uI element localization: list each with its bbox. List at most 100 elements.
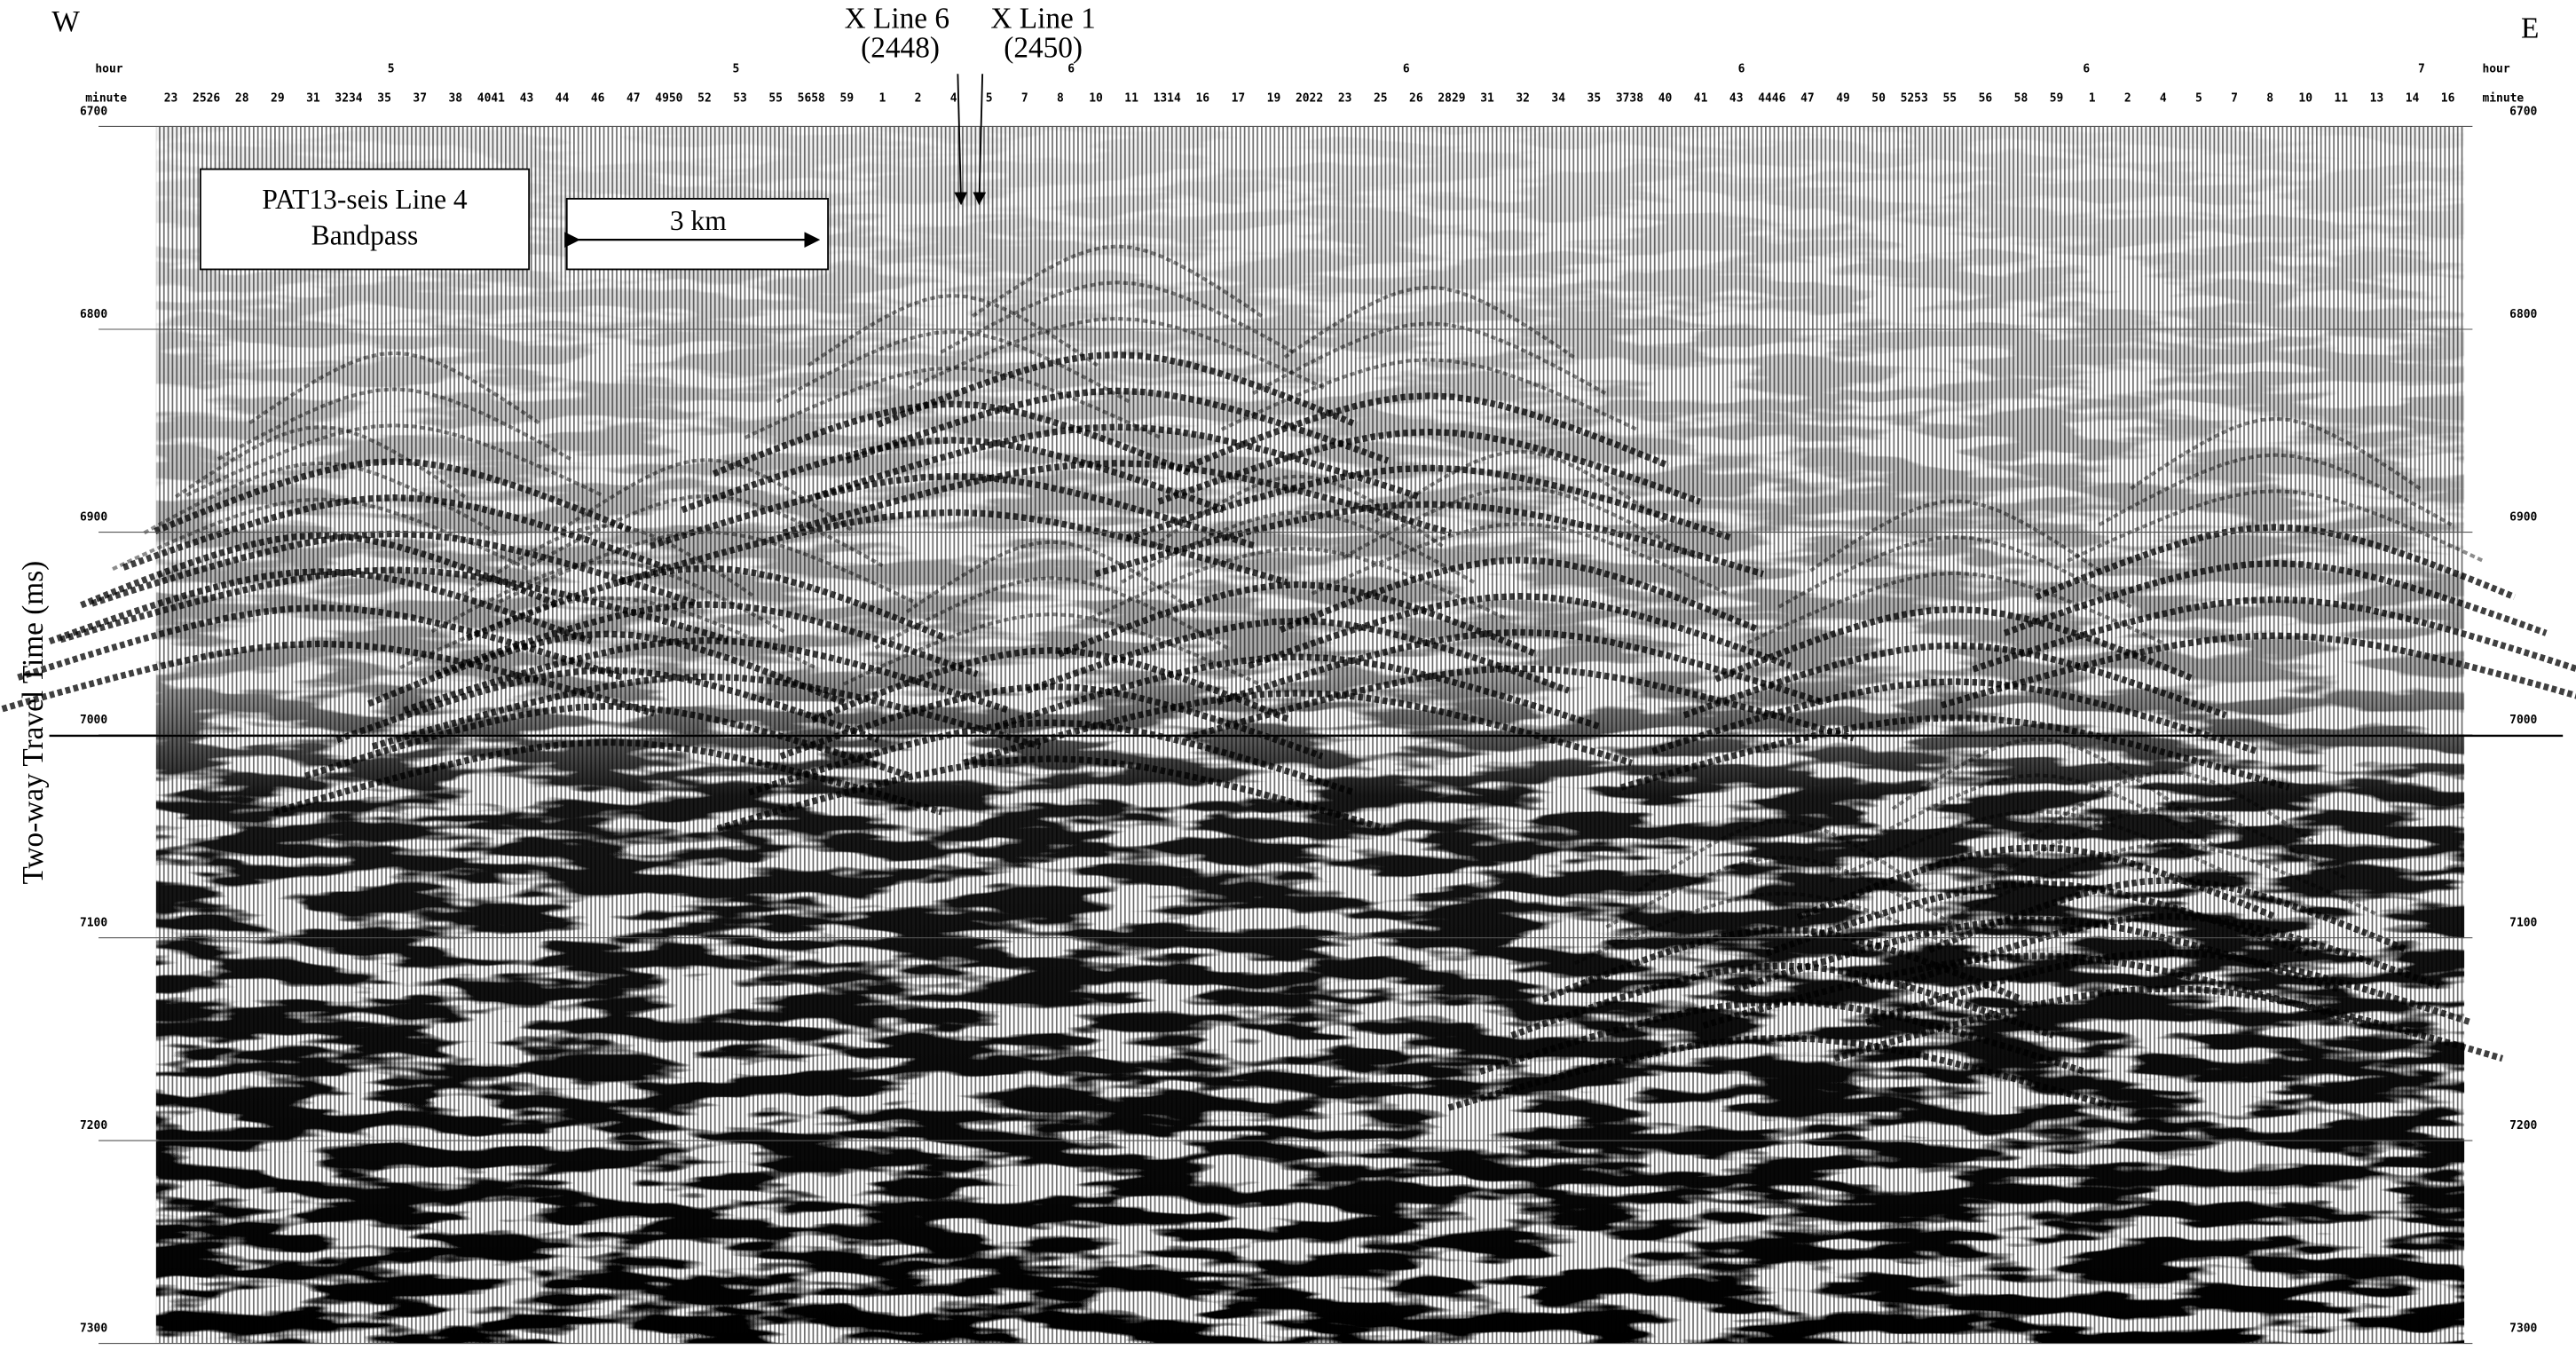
- reflection: [143, 461, 498, 535]
- minute-label: 2: [915, 92, 922, 106]
- minute-label: 16: [2441, 92, 2455, 106]
- y-tick-label: 6700: [2509, 106, 2537, 119]
- minute-label: 11: [2335, 92, 2349, 106]
- reflection: [461, 524, 754, 597]
- reflection: [59, 566, 729, 643]
- reflection: [845, 387, 1390, 464]
- hour-label: 7: [2418, 62, 2425, 75]
- y-tick-label: 7200: [2509, 1119, 2537, 1133]
- reflection: [1283, 285, 1575, 359]
- crossline-arrow: [954, 74, 968, 206]
- reflection: [1541, 926, 2023, 1003]
- minute-label: 44: [555, 92, 570, 106]
- reflection: [1157, 428, 1702, 505]
- minute-label: 50: [1871, 92, 1886, 106]
- reflection: [122, 493, 666, 571]
- minute-label: 3738: [1616, 92, 1643, 106]
- reflection: [1765, 880, 2310, 957]
- reflection: [1248, 592, 1792, 669]
- y-tick-label: 7000: [80, 714, 107, 727]
- minute-label: 47: [1800, 92, 1815, 106]
- reflection: [80, 532, 561, 609]
- reflection: [248, 351, 540, 425]
- minute-label: 4: [950, 92, 957, 106]
- reflection: [1311, 522, 1729, 596]
- reflection: [1188, 392, 1670, 470]
- reflection: [843, 612, 1260, 686]
- minute-label: 4: [2160, 92, 2167, 106]
- crossline-arrow: [973, 74, 987, 206]
- reflection: [430, 559, 785, 634]
- minute-label: 41: [1694, 92, 1708, 106]
- minute-label: 31: [1480, 92, 1494, 106]
- reflection: [716, 755, 1387, 833]
- minute-label: 8: [1057, 92, 1064, 106]
- reflection: [434, 601, 979, 678]
- minute-label: 59: [2050, 92, 2064, 106]
- hour-row-title: hour: [95, 62, 122, 75]
- minute-label: 4950: [655, 92, 682, 106]
- reflection: [529, 493, 884, 568]
- reflection: [1940, 632, 2576, 709]
- minute-label: 16: [1195, 92, 1209, 106]
- y-tick-label: 7000: [2509, 714, 2537, 727]
- reflection: [1682, 642, 2227, 719]
- reflection: [48, 568, 593, 645]
- y-tick-label: 7100: [2509, 917, 2537, 930]
- reflection: [1991, 806, 2346, 880]
- minute-label: 34: [1551, 92, 1565, 106]
- y-tick-label: 7100: [80, 917, 107, 930]
- east-label: E: [2521, 12, 2539, 45]
- reflection: [1026, 617, 1570, 694]
- reflection: [498, 530, 915, 604]
- legend-title: PAT13-seis Line 4: [262, 184, 468, 215]
- reflection: [1860, 773, 2215, 847]
- reflection: [272, 738, 943, 816]
- reflection: [905, 540, 1197, 613]
- minute-label: 28: [235, 92, 249, 106]
- minute-label: 26: [1409, 92, 1423, 106]
- reflection: [2130, 416, 2422, 491]
- reflection: [909, 316, 1326, 391]
- minute-label: 7: [2231, 92, 2238, 106]
- minute-label: 2526: [193, 92, 220, 106]
- y-tick-label: 6800: [80, 308, 107, 321]
- y-tick-label: 6900: [80, 511, 107, 525]
- reflection: [1510, 962, 2055, 1039]
- y-axis-label: Two-way Travel Time (ms): [17, 561, 50, 885]
- minute-label: 1: [2089, 92, 2096, 106]
- minute-label: 23: [1338, 92, 1352, 106]
- minute-label: 4446: [1758, 92, 1785, 106]
- reflection: [782, 460, 1453, 536]
- hour-row-title: hour: [2482, 62, 2509, 75]
- reflection: [1796, 844, 2278, 920]
- reflection: [1121, 510, 1476, 584]
- reflection: [963, 690, 1633, 767]
- reflection: [1777, 535, 2132, 609]
- minute-label: 2829: [1438, 92, 1465, 106]
- reflection: [1089, 546, 1507, 620]
- minute-label: 38: [449, 92, 463, 106]
- reflection: [1959, 842, 2377, 916]
- minute-label: 5: [986, 92, 993, 106]
- reflection: [971, 244, 1264, 318]
- reflection: [112, 497, 529, 571]
- reflection: [185, 423, 603, 497]
- minute-label: 35: [1587, 92, 1602, 106]
- legend-subtitle: Bandpass: [311, 220, 419, 251]
- reflection: [466, 564, 948, 642]
- reflection: [2022, 770, 2314, 843]
- minute-label: 19: [1267, 92, 1281, 106]
- reflection: [807, 294, 1099, 367]
- minute-label: 59: [840, 92, 855, 106]
- reflection: [874, 576, 1229, 650]
- minute-label: 40: [1658, 92, 1673, 106]
- reflection: [335, 667, 880, 744]
- minute-label: 2022: [1296, 92, 1323, 106]
- y-tick-label: 6800: [2509, 308, 2537, 321]
- reflection: [1220, 358, 1638, 431]
- minute-label: 37: [413, 92, 427, 106]
- reflection: [2098, 453, 2453, 526]
- hour-label: 6: [1067, 62, 1075, 75]
- reflection: [1714, 605, 2196, 683]
